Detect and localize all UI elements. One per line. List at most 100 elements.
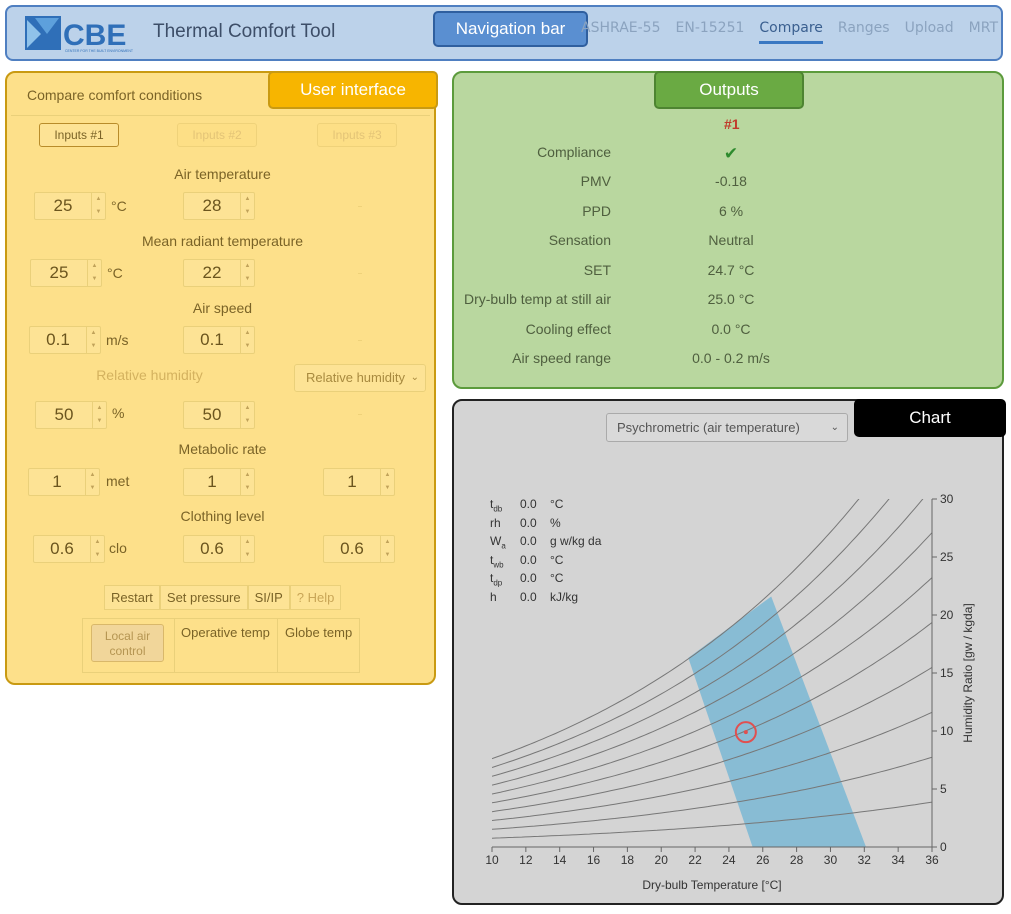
clothing-level-input-3[interactable]: 0.6 ▲ ▼ bbox=[323, 535, 395, 563]
y-tick-label: 25 bbox=[940, 550, 954, 564]
clothing-level-input-2[interactable]: 0.6 ▲ ▼ bbox=[183, 535, 255, 563]
relative-humidity-input-1[interactable]: 50 ▲ ▼ bbox=[35, 401, 107, 429]
down-arrow-icon[interactable]: ▼ bbox=[244, 276, 251, 282]
local-air-control-button[interactable]: Local air control bbox=[91, 624, 164, 662]
x-tick-label: 32 bbox=[858, 853, 872, 867]
humidity-type-select[interactable]: Relative humidity ⌄ bbox=[294, 364, 426, 392]
si-ip-button[interactable]: SI/IP bbox=[247, 585, 290, 610]
x-tick-label: 18 bbox=[621, 853, 635, 867]
x-tick-label: 10 bbox=[485, 853, 499, 867]
output-label: PMV bbox=[580, 173, 611, 189]
up-arrow-icon[interactable]: ▲ bbox=[96, 405, 103, 411]
relative-humidity-input-2[interactable]: 50 ▲ ▼ bbox=[183, 401, 255, 429]
air-temperature-unit: °C bbox=[111, 198, 127, 214]
psychrometric-chart[interactable]: 10 12 14 16 18 20 22 24 26 28 30 32 34 360 5 10 15 20 25 30… bbox=[454, 401, 1002, 903]
up-arrow-icon[interactable]: ▲ bbox=[91, 263, 98, 269]
down-arrow-icon[interactable]: ▼ bbox=[91, 276, 98, 282]
down-arrow-icon[interactable]: ▼ bbox=[244, 418, 251, 424]
down-arrow-icon[interactable]: ▼ bbox=[89, 485, 96, 491]
output-label: Sensation bbox=[548, 232, 611, 248]
rh-curve-100 bbox=[492, 499, 860, 760]
metabolic-rate-input-2[interactable]: 1 ▲ ▼ bbox=[183, 468, 255, 496]
x-tick-label: 30 bbox=[824, 853, 838, 867]
help-button[interactable]: ? Help bbox=[289, 585, 342, 610]
up-arrow-icon[interactable]: ▲ bbox=[244, 330, 251, 336]
down-arrow-icon[interactable]: ▼ bbox=[244, 485, 251, 491]
output-row-compliance: Compliance ✔ bbox=[454, 144, 1006, 164]
y-tick-label: 5 bbox=[940, 782, 947, 796]
down-arrow-icon[interactable]: ▼ bbox=[384, 485, 391, 491]
down-arrow-icon[interactable]: ▼ bbox=[94, 552, 101, 558]
down-arrow-icon[interactable]: ▼ bbox=[384, 552, 391, 558]
navigation-bar-annotation: Navigation bar bbox=[433, 11, 588, 47]
chart-annotation: Chart bbox=[854, 399, 1006, 437]
output-label: Compliance bbox=[537, 144, 611, 160]
set-pressure-button[interactable]: Set pressure bbox=[159, 585, 248, 610]
chart-type-select[interactable]: Psychrometric (air temperature) ⌄ bbox=[606, 413, 848, 442]
x-tick-label: 34 bbox=[891, 853, 905, 867]
down-arrow-icon[interactable]: ▼ bbox=[95, 209, 102, 215]
up-arrow-icon[interactable]: ▲ bbox=[244, 472, 251, 478]
input-3-placeholder bbox=[358, 273, 362, 274]
air-speed-unit: m/s bbox=[106, 332, 129, 348]
up-arrow-icon[interactable]: ▲ bbox=[244, 263, 251, 269]
temperature-options: Local air control Operative temp Globe t… bbox=[82, 618, 360, 673]
down-arrow-icon[interactable]: ▼ bbox=[96, 418, 103, 424]
output-row-pmv: PMV -0.18 bbox=[454, 173, 1006, 193]
tab-inputs-3[interactable]: Inputs #3 bbox=[317, 123, 397, 147]
up-arrow-icon[interactable]: ▲ bbox=[244, 539, 251, 545]
outputs-annotation: Outputs bbox=[654, 71, 804, 109]
metabolic-rate-input-1[interactable]: 1 ▲ ▼ bbox=[28, 468, 100, 496]
rh-curve-30 bbox=[492, 711, 932, 821]
mrt-input-2[interactable]: 22 ▲ ▼ bbox=[183, 259, 255, 287]
up-arrow-icon[interactable]: ▲ bbox=[244, 405, 251, 411]
current-condition-marker bbox=[734, 721, 757, 744]
metabolic-rate-input-3[interactable]: 1 ▲ ▼ bbox=[323, 468, 395, 496]
output-row-cooling-effect: Cooling effect 0.0 °C bbox=[454, 321, 1006, 341]
nav-link-en-15251[interactable]: EN-15251 bbox=[675, 20, 745, 36]
up-arrow-icon[interactable]: ▲ bbox=[384, 472, 391, 478]
nav-link-ranges[interactable]: Ranges bbox=[837, 20, 890, 36]
up-arrow-icon[interactable]: ▲ bbox=[95, 196, 102, 202]
tab-inputs-2[interactable]: Inputs #2 bbox=[177, 123, 257, 147]
cbe-logo[interactable]: CBE CENTER FOR THE BUILT ENVIRONMENT bbox=[25, 14, 145, 54]
air-temperature-input-1[interactable]: 25 ▲ ▼ bbox=[34, 192, 106, 220]
rh-curve-60 bbox=[492, 577, 932, 795]
rh-curve-10 bbox=[492, 801, 932, 839]
down-arrow-icon[interactable]: ▼ bbox=[244, 343, 251, 349]
clothing-level-input-1[interactable]: 0.6 ▲ ▼ bbox=[33, 535, 105, 563]
relative-humidity-unit: % bbox=[112, 405, 125, 421]
x-tick-label: 22 bbox=[688, 853, 702, 867]
x-axis-label: Dry-bulb Temperature [°C] bbox=[642, 878, 781, 892]
mrt-input-1[interactable]: 25 ▲ ▼ bbox=[30, 259, 102, 287]
operative-temp-option[interactable]: Operative temp bbox=[181, 625, 270, 640]
mean-radiant-temperature-label: Mean radiant temperature bbox=[141, 233, 304, 249]
globe-temp-option[interactable]: Globe temp bbox=[285, 625, 353, 640]
user-interface-panel: Compare comfort conditions User interfac… bbox=[5, 71, 438, 685]
down-arrow-icon[interactable]: ▼ bbox=[244, 209, 251, 215]
rh-curve-80 bbox=[492, 499, 924, 777]
nav-link-upload[interactable]: Upload bbox=[904, 20, 954, 36]
up-arrow-icon[interactable]: ▲ bbox=[90, 330, 97, 336]
up-arrow-icon[interactable]: ▲ bbox=[384, 539, 391, 545]
up-arrow-icon[interactable]: ▲ bbox=[244, 196, 251, 202]
panel-heading: Compare comfort conditions bbox=[27, 87, 203, 103]
current-condition-point bbox=[743, 730, 748, 735]
nav-link-compare[interactable]: Compare bbox=[759, 20, 823, 44]
down-arrow-icon[interactable]: ▼ bbox=[90, 343, 97, 349]
air-speed-input-2[interactable]: 0.1 ▲ ▼ bbox=[183, 326, 255, 354]
down-arrow-icon[interactable]: ▼ bbox=[244, 552, 251, 558]
rh-curve-90 bbox=[492, 499, 890, 768]
input-3-placeholder bbox=[358, 340, 362, 341]
up-arrow-icon[interactable]: ▲ bbox=[94, 539, 101, 545]
nav-link-mrt[interactable]: MRT bbox=[968, 20, 998, 36]
clothing-level-unit: clo bbox=[109, 540, 127, 556]
up-arrow-icon[interactable]: ▲ bbox=[89, 472, 96, 478]
air-temperature-input-2[interactable]: 28 ▲ ▼ bbox=[183, 192, 255, 220]
chevron-down-icon: ⌄ bbox=[410, 372, 419, 383]
output-label: Air speed range bbox=[512, 350, 611, 366]
nav-link-ashrae-55[interactable]: ASHRAE-55 bbox=[581, 20, 661, 36]
tab-inputs-1[interactable]: Inputs #1 bbox=[39, 123, 119, 147]
air-speed-input-1[interactable]: 0.1 ▲ ▼ bbox=[29, 326, 101, 354]
restart-button[interactable]: Restart bbox=[104, 585, 160, 610]
